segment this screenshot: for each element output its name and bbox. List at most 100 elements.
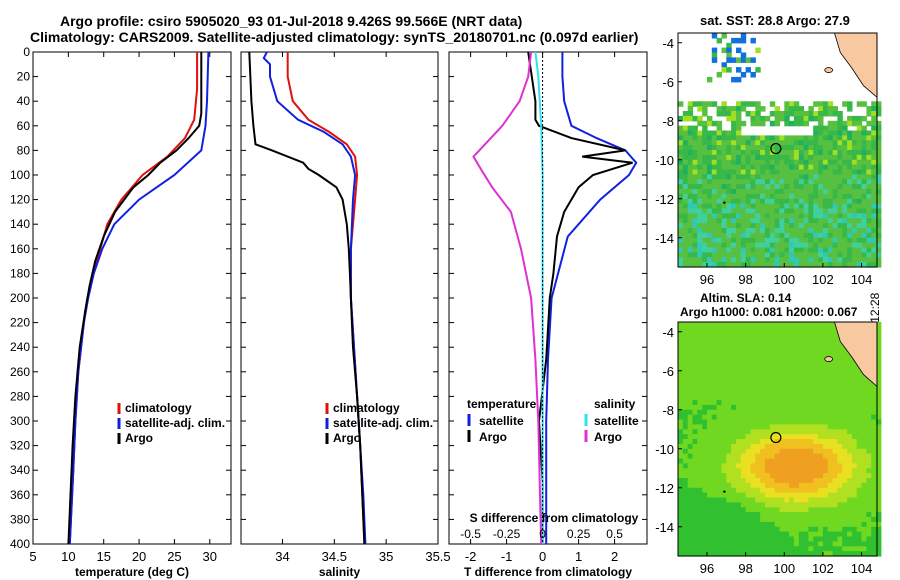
sst-map-cell xyxy=(774,257,780,263)
sst-map-cell xyxy=(813,193,819,200)
sla-map-xtick-label: 98 xyxy=(738,561,752,576)
sla-map-cell xyxy=(808,521,814,528)
sla-map-cell xyxy=(716,526,722,533)
sst-map-cell xyxy=(818,208,824,214)
sst-map-cell xyxy=(837,208,843,214)
sla-map-cell xyxy=(822,322,829,328)
sst-map-cell xyxy=(716,189,722,195)
sla-map-cell xyxy=(736,434,742,440)
sla-map-cell xyxy=(813,370,819,377)
sla-map-cell xyxy=(832,551,838,557)
sst-map-cell xyxy=(779,135,785,141)
sla-map-cell xyxy=(716,356,722,362)
sla-map-cell xyxy=(774,492,780,499)
sla-map-cell xyxy=(760,443,766,450)
sla-map-cell xyxy=(731,531,737,538)
sla-map-cell xyxy=(731,414,737,421)
sst-map-cell xyxy=(808,159,814,166)
sst-map-cell xyxy=(784,150,790,156)
sla-map-cell xyxy=(774,541,780,547)
sla-map-cell xyxy=(784,487,790,494)
sla-map-cell xyxy=(866,536,872,542)
sla-map-cell xyxy=(687,434,694,440)
sst-map-cell xyxy=(818,218,824,224)
sst-map-cell xyxy=(736,115,742,122)
sst-map-cell xyxy=(697,232,703,239)
sla-map-cell xyxy=(813,326,819,333)
sst-map-cell xyxy=(692,237,698,244)
sla-map-cell xyxy=(769,497,776,503)
sla-map-cell xyxy=(736,351,742,357)
sst-map-cell xyxy=(774,198,780,205)
sla-map-cell xyxy=(721,478,727,484)
sla-map-cell xyxy=(856,370,863,377)
sla-map-cell xyxy=(707,414,713,421)
sst-map-cell xyxy=(779,198,785,205)
sst-map-cell xyxy=(871,174,877,180)
sla-map-cell xyxy=(856,492,863,499)
salinity-xlabel: salinity xyxy=(319,565,361,579)
sst-map-cell xyxy=(866,154,872,161)
sla-map-cell xyxy=(779,502,785,508)
legend-salinity-climatology: climatology xyxy=(333,401,400,415)
sla-map-cell xyxy=(798,521,805,528)
sla-map-cell xyxy=(779,473,785,479)
sst-map-cell xyxy=(711,169,718,175)
sla-map-cell xyxy=(687,463,694,469)
sla-map-cell xyxy=(822,551,829,557)
sla-map-cell xyxy=(760,536,766,542)
sst-map-cell xyxy=(808,252,814,258)
sla-map-cell xyxy=(876,341,882,347)
sla-map-cell xyxy=(692,478,698,484)
sla-map-cell xyxy=(798,468,805,474)
sla-map-cell xyxy=(837,356,843,362)
sst-map-cell xyxy=(871,130,877,136)
sla-map-cell xyxy=(769,356,776,362)
sst-map-cell xyxy=(678,189,684,195)
sla-map-cell xyxy=(682,482,689,489)
sla-map-cell xyxy=(764,351,771,357)
sst-map-cell xyxy=(837,232,843,239)
sst-map-cell xyxy=(697,101,703,107)
sst-map-cell xyxy=(774,184,780,190)
sst-map-cell xyxy=(779,262,785,268)
sla-map-cell xyxy=(813,536,819,542)
sla-map-cell xyxy=(740,341,747,347)
sla-map-cell xyxy=(716,551,722,557)
sla-map-cell xyxy=(866,546,872,552)
sst-map-cell xyxy=(711,47,718,54)
sla-map-cell xyxy=(861,551,867,557)
sla-map-cell xyxy=(755,521,761,528)
sla-map-cell xyxy=(813,409,819,416)
sst-map-cell xyxy=(731,37,737,44)
sla-map-cell xyxy=(702,468,708,474)
sla-map-cell xyxy=(798,473,805,479)
sla-map-cell xyxy=(687,546,694,552)
sla-map-cell xyxy=(692,551,698,557)
sla-map-cell xyxy=(876,443,882,450)
sla-map-cell xyxy=(779,458,785,464)
sst-map-cell xyxy=(779,252,785,258)
sst-map-cell xyxy=(832,159,838,166)
sla-map-cell xyxy=(692,322,698,328)
sst-map-cell xyxy=(740,203,747,210)
sla-map-cell xyxy=(803,356,809,362)
sst-map-cell xyxy=(842,135,848,141)
sst-map-cell xyxy=(813,164,819,171)
sla-map-cell xyxy=(721,429,727,435)
sla-map-cell xyxy=(687,336,694,343)
sla-map-cell xyxy=(726,414,732,421)
differences-xtick-label: 2 xyxy=(611,549,618,564)
sla-map-cell xyxy=(803,395,809,401)
sla-map-cell xyxy=(769,365,776,372)
sla-map-cell xyxy=(798,346,805,352)
sst-map-cell xyxy=(736,145,742,151)
sla-map-cell xyxy=(755,439,761,445)
temperature-frame xyxy=(32,51,232,545)
sla-map-cell xyxy=(764,409,771,416)
sst-map-cell xyxy=(851,154,858,161)
differences-xtick-label: 1 xyxy=(575,549,582,564)
sla-map-cell xyxy=(707,492,713,499)
sla-map-cell xyxy=(789,453,795,460)
sla-map-cell xyxy=(716,346,722,352)
